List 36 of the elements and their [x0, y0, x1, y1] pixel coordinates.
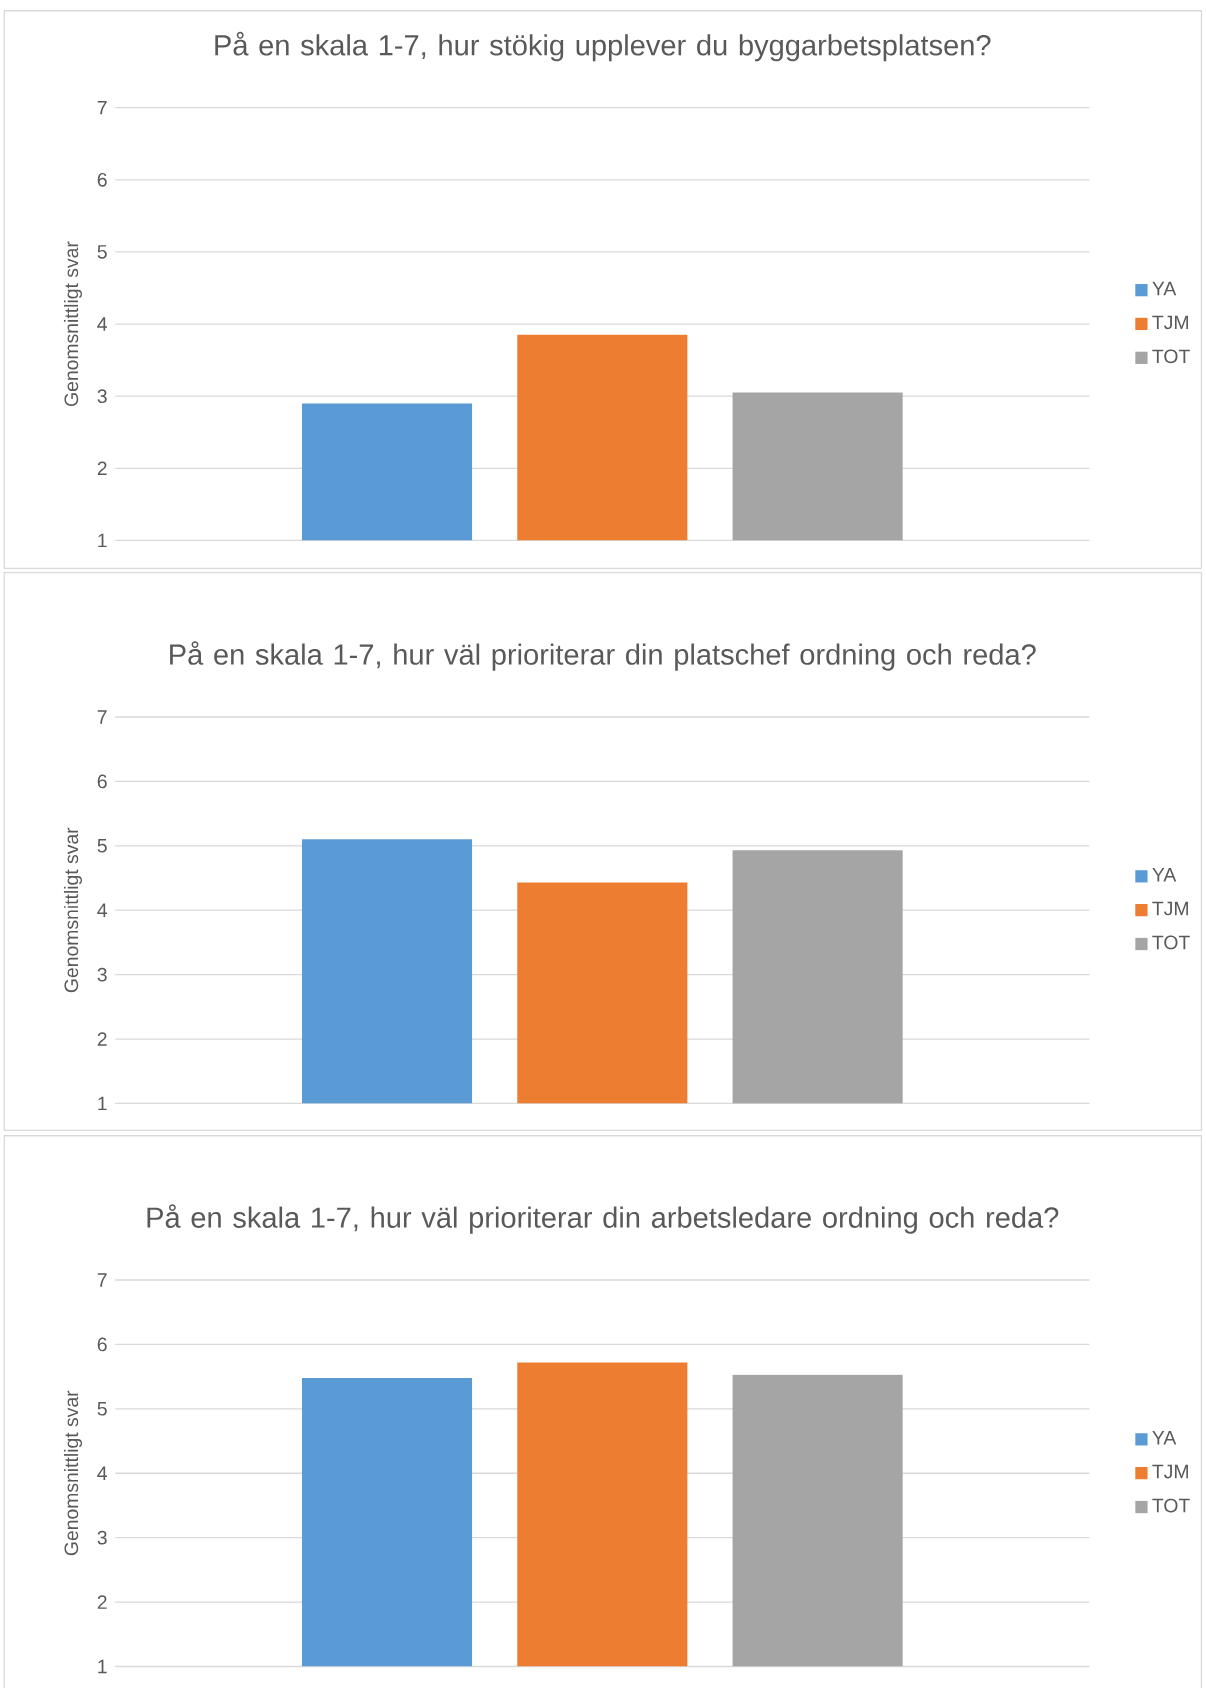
legend-label: TOT [1152, 1498, 1190, 1513]
y-tick-label: 5 [97, 245, 107, 259]
legend-label: YA [1152, 1431, 1177, 1445]
y-tick-label: 2 [97, 461, 107, 476]
y-tick-label: 6 [97, 1337, 107, 1352]
y-tick-label: 5 [97, 839, 107, 853]
y-axis-title: Genomsnittligt svar [64, 1390, 83, 1556]
y-tick-label: 6 [97, 774, 107, 789]
legend-label: TJM [1152, 901, 1189, 916]
y-tick-label: 7 [97, 100, 107, 115]
chart-title: På en skala 1-7, hur väl prioriterar din platschef ordning och reda? [170, 641, 1036, 671]
y-tick-label: 2 [97, 1595, 107, 1609]
legend-label: YA [1152, 281, 1177, 296]
y-tick-label: 7 [97, 1273, 107, 1287]
chart-title: På en skala 1-7, hur stökig upplever du byggarbetsplatsen? [215, 31, 991, 62]
y-tick-label: 1 [98, 1659, 107, 1674]
y-tick-label: 5 [97, 1402, 107, 1416]
y-tick-label: 1 [98, 533, 107, 548]
y-tick-label: 7 [97, 710, 107, 724]
chart-title: På en skala 1-7, hur väl prioriterar din arbetsledare ordning och reda? [147, 1204, 1059, 1234]
y-tick-label: 4 [97, 1466, 108, 1480]
y-tick-label: 2 [97, 1032, 107, 1046]
y-tick-label: 1 [98, 1096, 107, 1111]
legend-label: YA [1152, 868, 1177, 882]
y-tick-label: 3 [97, 389, 107, 404]
y-axis-title: Genomsnittligt svar [64, 827, 83, 993]
y-tick-label: 4 [97, 903, 108, 917]
legend-label: TJM [1152, 315, 1189, 330]
legend-label: TOT [1152, 935, 1190, 950]
y-tick-label: 6 [97, 172, 107, 187]
legend-label: TOT [1152, 349, 1190, 364]
y-axis-title: Genomsnittligt svar [64, 241, 83, 406]
legend-label: TJM [1152, 1464, 1189, 1479]
y-tick-label: 3 [97, 967, 107, 982]
y-tick-label: 4 [97, 317, 108, 331]
y-tick-label: 3 [97, 1530, 107, 1545]
